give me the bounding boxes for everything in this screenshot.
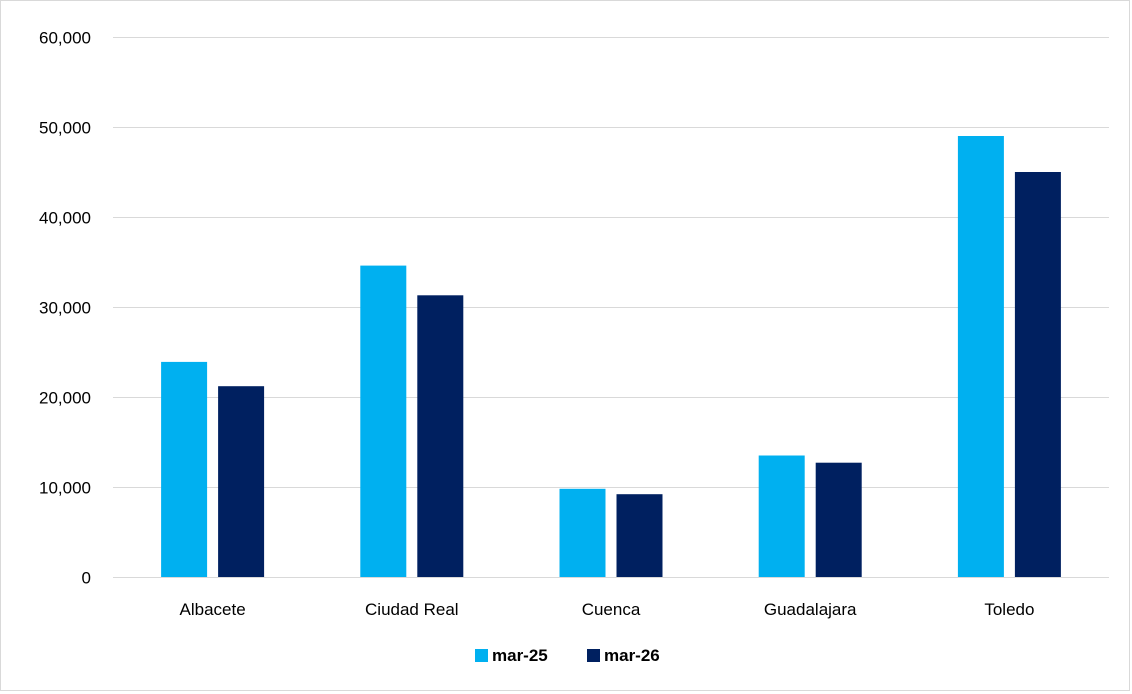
bar-mar-26-cuenca [616, 494, 663, 577]
bar-mar-25-cuenca [559, 488, 606, 577]
x-tick-label: Toledo [984, 600, 1034, 619]
bar-mar-25-toledo [957, 136, 1004, 577]
y-tick-label: 0 [82, 569, 91, 588]
x-tick-label: Cuenca [582, 600, 641, 619]
bars [161, 136, 1061, 577]
bar-mar-25-guadalajara [758, 455, 805, 577]
y-tick-label: 60,000 [39, 29, 91, 48]
y-tick-label: 40,000 [39, 209, 91, 228]
y-tick-label: 30,000 [39, 299, 91, 318]
x-tick-label: Guadalajara [764, 600, 857, 619]
bar-mar-26-toledo [1014, 172, 1061, 577]
x-tick-label: Ciudad Real [365, 600, 459, 619]
x-axis: Albacete Ciudad Real Cuenca Guadalajara Tole… [113, 577, 1109, 619]
y-tick-label: 10,000 [39, 479, 91, 498]
y-axis: 0 10,000 20,000 30,000 40,000 50,000 60,000 [39, 29, 91, 588]
bar-mar-26-albacete [218, 386, 265, 577]
bar-mar-26-ciudad-real [417, 295, 464, 577]
legend-swatch-mar-26 [587, 649, 600, 662]
legend: mar-25 mar-26 [475, 646, 660, 665]
legend-label: mar-25 [492, 646, 548, 665]
bar-mar-25-ciudad-real [360, 265, 407, 577]
y-tick-label: 20,000 [39, 389, 91, 408]
bar-mar-26-guadalajara [815, 462, 862, 577]
y-tick-label: 50,000 [39, 119, 91, 138]
legend-label: mar-26 [604, 646, 660, 665]
bar-mar-25-albacete [161, 361, 208, 577]
legend-swatch-mar-25 [475, 649, 488, 662]
gridlines [113, 37, 1109, 578]
x-tick-label: Albacete [180, 600, 246, 619]
